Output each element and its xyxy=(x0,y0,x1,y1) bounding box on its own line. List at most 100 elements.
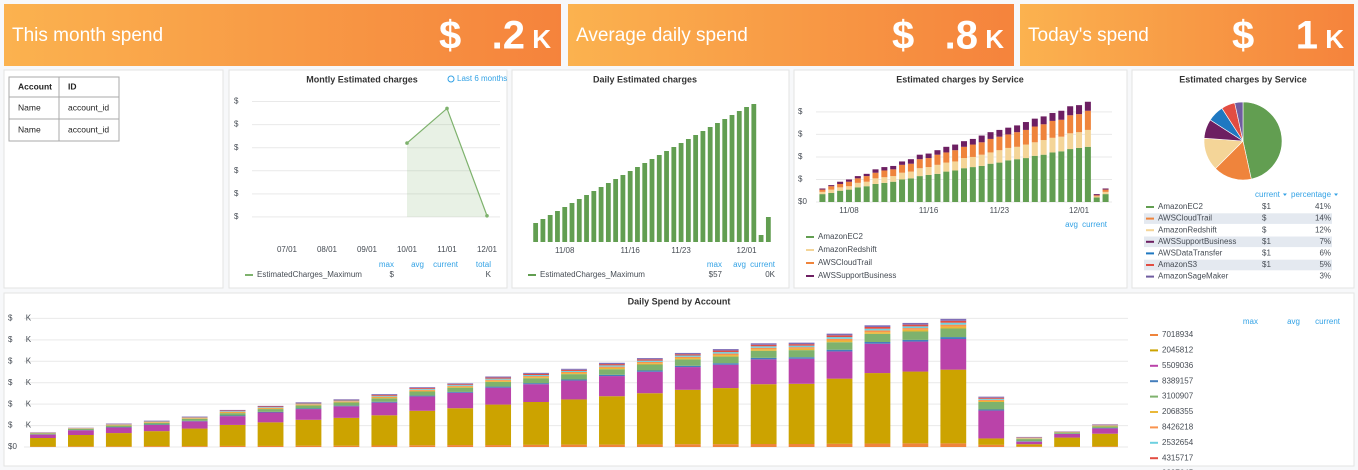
bar-segment xyxy=(934,154,941,165)
bar-segment xyxy=(257,407,284,408)
bar-segment xyxy=(409,390,436,392)
bar-segment xyxy=(864,333,891,342)
bar-segment xyxy=(819,189,826,192)
bar-segment xyxy=(788,383,815,444)
table-header: ID xyxy=(68,81,77,91)
legend-header: max xyxy=(1243,317,1258,326)
legend-row-highlight xyxy=(1144,259,1332,271)
bar xyxy=(758,235,764,242)
bar-segment xyxy=(68,428,94,431)
table-cell: account_id xyxy=(68,124,109,134)
bar-segment xyxy=(978,400,1005,402)
bar-segment xyxy=(1005,134,1012,148)
bar-segment xyxy=(826,340,853,343)
bar-segment xyxy=(219,410,246,412)
bar-segment xyxy=(485,386,512,388)
x-tick-label: 12/01 xyxy=(477,245,498,254)
bar-segment xyxy=(1102,194,1109,202)
bar-segment xyxy=(826,333,853,336)
bar-segment xyxy=(1040,116,1047,125)
line-area xyxy=(407,108,487,217)
bar-segment xyxy=(561,399,587,445)
legend-current: $1 xyxy=(1262,249,1271,258)
legend-value: 0K xyxy=(765,270,775,279)
bar-segment xyxy=(257,405,284,407)
bar-segment xyxy=(636,393,663,445)
bar-segment xyxy=(599,365,625,367)
bar-segment xyxy=(523,376,549,378)
bar-segment xyxy=(902,331,929,340)
bar-segment xyxy=(934,164,941,174)
clock-icon xyxy=(447,75,455,83)
bar-segment xyxy=(1067,106,1074,116)
bar-segment xyxy=(143,446,170,447)
bar-segment xyxy=(257,422,284,446)
bar-segment xyxy=(916,168,923,177)
legend-percentage: 12% xyxy=(1315,225,1331,234)
bar-segment xyxy=(1102,189,1109,192)
bar-segment xyxy=(940,322,967,325)
bar-segment xyxy=(819,191,826,195)
bar-segment xyxy=(916,154,923,160)
bar-segment xyxy=(371,394,398,396)
bar-segment xyxy=(881,177,888,183)
bar-segment xyxy=(485,387,512,405)
bar-segment xyxy=(864,443,891,447)
stat-prefix: $ xyxy=(892,14,914,58)
bar-segment xyxy=(978,438,1005,445)
bar-segment xyxy=(828,186,835,190)
legend-label: AmazonS3 xyxy=(1158,260,1198,269)
legend-label: AWSCloudTrail xyxy=(818,258,872,267)
legend-label: AmazonEC2 xyxy=(818,232,863,241)
y-tick-label: $ K xyxy=(8,314,32,323)
bar-segment xyxy=(295,445,322,447)
bar xyxy=(605,183,611,242)
bar-segment xyxy=(636,371,663,394)
table-cell: account_id xyxy=(68,102,109,112)
bar-segment xyxy=(257,412,284,423)
bar-segment xyxy=(890,169,897,177)
bar-segment xyxy=(907,163,914,172)
table-cell: Name xyxy=(18,102,41,112)
bar xyxy=(598,187,604,242)
bar-segment xyxy=(485,376,512,378)
bar-segment xyxy=(960,168,968,202)
bar-segment xyxy=(295,404,322,406)
y-tick-label: $ xyxy=(798,107,803,116)
bar-segment xyxy=(333,399,360,400)
bar-segment xyxy=(333,406,360,418)
bar-segment xyxy=(333,401,360,403)
bar-segment xyxy=(987,163,994,202)
chart-title: Daily Spend by Account xyxy=(628,296,731,306)
y-tick-label: $ xyxy=(234,97,239,106)
bar-segment xyxy=(819,188,826,190)
stat-prefix: $ xyxy=(439,14,461,58)
bar-segment xyxy=(788,348,815,351)
bar-segment xyxy=(712,388,739,445)
bar-segment xyxy=(1102,188,1109,190)
stat-value: .8 xyxy=(945,14,978,58)
bar-segment xyxy=(333,405,360,407)
bar xyxy=(576,199,582,242)
pie-slice xyxy=(1242,101,1283,180)
bar-segment xyxy=(902,341,929,372)
time-range[interactable]: Last 6 months xyxy=(457,74,507,83)
legend-header[interactable]: current xyxy=(1255,190,1281,199)
bar-segment xyxy=(978,402,1005,410)
bar xyxy=(656,155,662,242)
bar-segment xyxy=(523,372,549,374)
bar-segment xyxy=(969,156,976,168)
bar-segment xyxy=(674,389,701,445)
legend-header[interactable]: percentage xyxy=(1291,190,1332,199)
bar-segment xyxy=(636,361,663,364)
point xyxy=(445,106,449,111)
bar-segment xyxy=(828,192,835,202)
bar-segment xyxy=(978,410,1005,439)
bar-segment xyxy=(837,181,844,184)
bar-segment xyxy=(978,409,1005,411)
bar-segment xyxy=(960,158,968,169)
bar-segment xyxy=(864,343,891,374)
bar-segment xyxy=(333,399,360,401)
bar-segment xyxy=(674,444,701,447)
bar xyxy=(715,123,720,242)
